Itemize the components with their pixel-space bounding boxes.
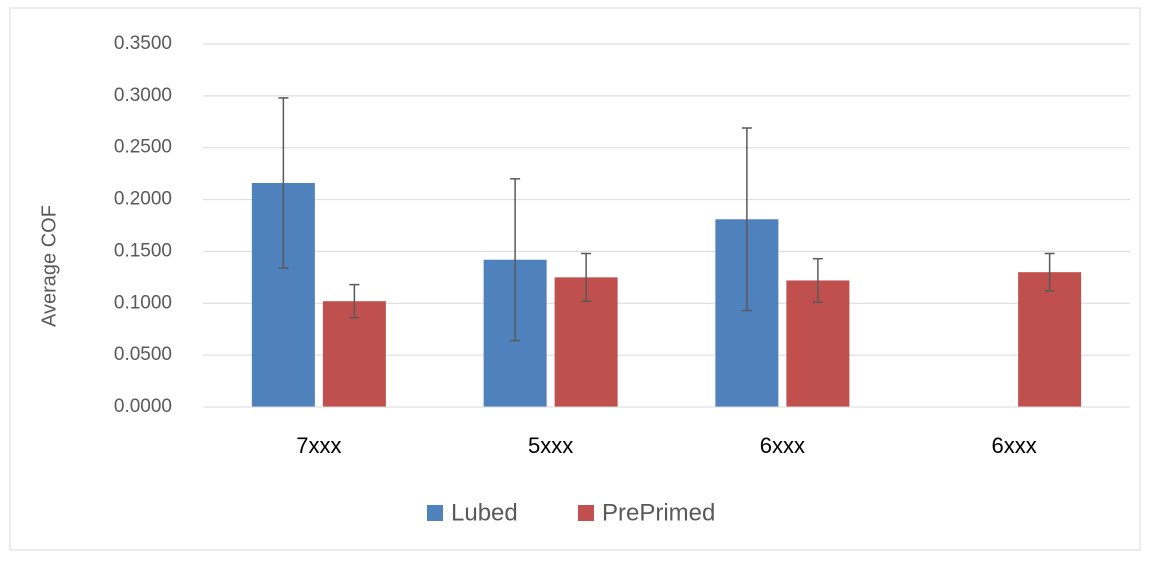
y-tick-label: 0.3000 — [114, 85, 172, 106]
y-tick-label: 0.2000 — [114, 189, 172, 210]
legend-label: PrePrimed — [602, 499, 715, 526]
y-tick-label: 0.3500 — [114, 33, 172, 54]
bar — [322, 301, 386, 407]
error-bar — [349, 283, 360, 319]
error-bar — [581, 252, 592, 302]
legend-swatch — [427, 505, 443, 521]
legend-label: Lubed — [451, 499, 518, 526]
legend-swatch — [578, 505, 594, 521]
y-tick-label: 0.2500 — [114, 137, 172, 158]
x-tick-label: 5xxx — [528, 433, 573, 458]
error-bar — [510, 178, 521, 342]
x-tick-label: 6xxx — [992, 433, 1037, 458]
y-tick-label: 0.1500 — [114, 240, 172, 261]
error-bar — [278, 97, 289, 269]
y-tick-label: 0.0500 — [114, 344, 172, 365]
x-tick-label: 7xxx — [296, 433, 341, 458]
x-tick-label: 6xxx — [760, 433, 805, 458]
y-tick-label: 0.1000 — [114, 292, 172, 313]
error-bar — [741, 127, 752, 312]
error-bar — [812, 257, 823, 303]
bar — [1018, 272, 1082, 407]
error-bar — [1044, 252, 1055, 292]
y-axis-title: Average COF — [38, 205, 60, 327]
y-tick-label: 0.0000 — [114, 396, 172, 417]
